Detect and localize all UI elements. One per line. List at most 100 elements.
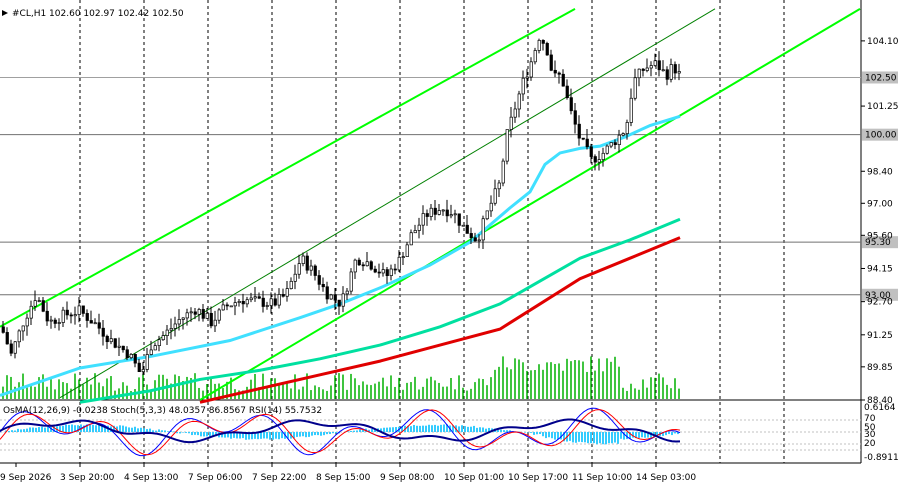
candle-body [117,345,121,348]
candle-body [569,97,573,112]
candle-body [281,294,285,297]
candle-body [93,322,97,325]
candle-body [241,301,245,305]
candle-body [133,354,137,364]
collapse-arrow-icon[interactable] [2,10,8,16]
volume-bars [2,356,680,399]
osc-tick-label: 30 [864,430,876,440]
candle-body [41,300,45,312]
candle-body [205,312,209,319]
candle-body [445,209,449,217]
candle-body [409,232,413,246]
candle-body [649,65,653,69]
candle-body [665,69,669,80]
candle-body [185,312,189,319]
candle-body [393,268,397,271]
y-tick-label: 88.40 [867,396,893,406]
candle-body [181,317,185,320]
candle-body [309,265,313,271]
candle-body [585,138,589,148]
candle-body [377,271,381,274]
candle-body [661,69,665,72]
candle-body [601,152,605,160]
candle-body [357,259,361,266]
y-tick-label: 89.85 [867,363,893,373]
candle-body [269,298,273,306]
x-tick-label: 8 Sep 15:00 [316,473,371,483]
candle-body [109,338,113,343]
candle-body [13,341,17,354]
candle-body [437,210,441,215]
candle-body [641,68,645,71]
candle-body [153,345,157,351]
candle-body [561,73,565,87]
candle-body [257,296,261,299]
candle-body [157,339,161,346]
candle-body [529,61,533,78]
candle-body [145,354,149,370]
candle-body [45,310,49,322]
candle-body [237,301,241,303]
ma_slow-line [199,236,681,404]
candle-body [609,142,613,147]
candle-body [589,146,593,157]
candle-body [417,224,421,231]
candle-body [141,369,145,373]
candle-body [465,224,469,234]
channel_upper-line [0,7,576,328]
candle-body [653,60,657,66]
candle-body [177,319,181,325]
x-tick-label: 11 Sep 10:00 [572,473,632,483]
candle-body [77,305,81,315]
candle-body [573,110,577,125]
x-tick-label: 4 Sep 13:00 [124,473,179,483]
candle-body [301,255,305,264]
y-tick-label: 94.15 [867,264,893,274]
candle-body [169,328,173,331]
channel_mid-line [59,8,716,399]
candle-body [645,67,649,71]
y-tick-label: 104.10 [867,37,899,47]
candle-body [489,202,493,212]
candle-body [5,332,9,345]
candle-body [209,312,213,327]
candle-body [637,68,641,79]
candle-body [293,273,297,282]
svg-text:102.50: 102.50 [865,73,897,83]
ma_mid-line [79,217,681,404]
candle-body [617,134,621,145]
candle-body [517,93,521,110]
candle-body [597,159,601,163]
candle-body [245,299,249,305]
candle-body [233,302,237,307]
candle-body [621,133,625,136]
candle-body [217,309,221,321]
candle-body [57,322,61,324]
candle-body [317,275,321,285]
candle-body [385,269,389,277]
candle-body [289,280,293,289]
candle-body [249,297,253,301]
candle-body [577,123,581,139]
candle-body [101,327,105,337]
candle-body [273,298,277,306]
candle-body [89,320,93,324]
candle-body [353,259,357,273]
candle-body [493,188,497,204]
price-axis: 104.10 101.25 98.40 97.00 95.60 94.15 92.70 91.… [861,37,899,406]
candle-body [329,294,333,300]
candle-body [533,50,537,63]
rsi-line [0,418,681,444]
candle-body [513,108,517,118]
candle-body [469,233,473,239]
candle-body [349,271,353,292]
candle-body [429,207,433,217]
candle-body [213,319,217,327]
candle-body [521,77,525,95]
candle-body [629,97,633,123]
candle-body [461,224,465,227]
y-tick-label: 97.00 [867,199,893,209]
candle-body [65,309,69,316]
candle-body [161,335,165,341]
